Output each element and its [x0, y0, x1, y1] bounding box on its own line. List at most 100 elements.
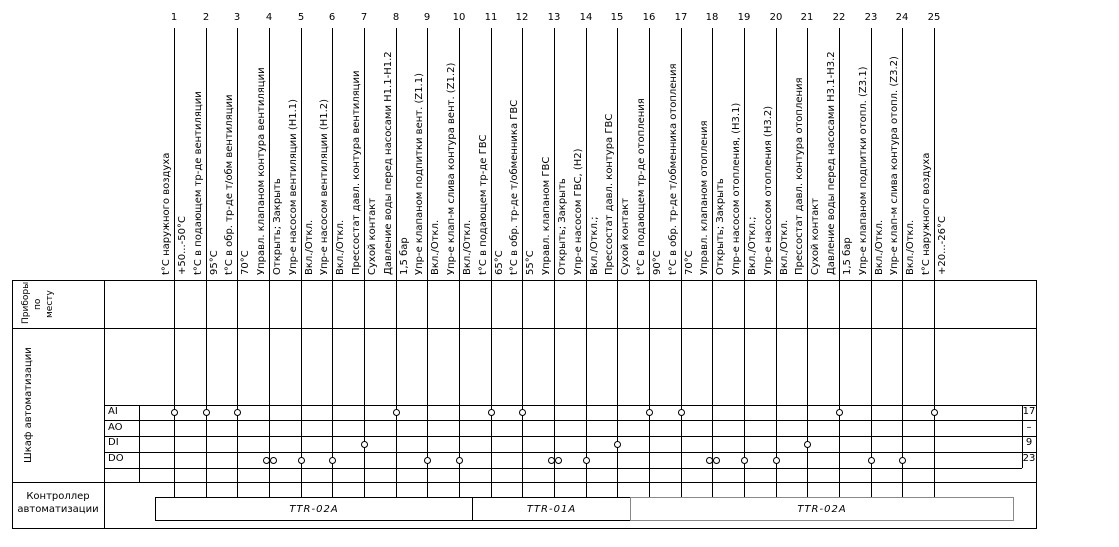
- column-number: 9: [423, 12, 431, 23]
- column-name: Давление воды перед насосами Н1.1-Н1.2: [383, 51, 394, 275]
- signal-dot-do: [583, 457, 590, 464]
- row-line: [104, 420, 1036, 421]
- row-line: [104, 468, 1022, 469]
- column-value: 95°C: [209, 250, 220, 275]
- column-number: 25: [927, 12, 941, 23]
- column-number: 17: [674, 12, 688, 23]
- signal-line: [871, 28, 872, 497]
- column-number: 6: [328, 12, 336, 23]
- column-value: Вкл./Откл.: [304, 219, 315, 275]
- column-number: 22: [832, 12, 846, 23]
- column-value: Вкл./Откл.;: [589, 216, 600, 275]
- signal-dot-do: [548, 457, 555, 464]
- column-name: Управл. клапаном отопления: [699, 120, 710, 275]
- signal-dot-ai: [393, 409, 400, 416]
- signal-line: [491, 28, 492, 497]
- signal-dot-do: [773, 457, 780, 464]
- signal-line: [522, 28, 523, 497]
- signal-dot-ai: [931, 409, 938, 416]
- signal-line: [586, 28, 587, 497]
- signal-do: DO: [108, 453, 124, 464]
- column-name: Упр-е насосом отопления (Н3.2): [763, 105, 774, 275]
- column-name: Упр-е насосом вентиляции (Н1.1): [288, 98, 299, 275]
- column-number: 1: [170, 12, 178, 23]
- signal-dot-ai: [488, 409, 495, 416]
- column-value: Сухой контакт: [810, 197, 821, 275]
- frame-bottom: [12, 528, 1036, 529]
- column-number: 5: [297, 12, 305, 23]
- row-label-field-devices: Приборы по месту: [21, 281, 55, 324]
- signal-line: [681, 28, 682, 497]
- signal-dot-di: [614, 441, 621, 448]
- controller-box: TTR-02A: [630, 497, 1014, 521]
- column-value: 70°C: [684, 250, 695, 275]
- column-name: t°C в подающем тр-де ГВС: [478, 134, 489, 275]
- signal-dot-do: [706, 457, 713, 464]
- signal-dot-ai: [234, 409, 241, 416]
- signal-dot-ai: [836, 409, 843, 416]
- column-value: 70°C: [240, 250, 251, 275]
- column-name: Давление воды перед насосами Н3.1-Н3.2: [826, 51, 837, 275]
- signal-line: [839, 28, 840, 497]
- column-value: +20...-26°C: [937, 216, 948, 275]
- column-name: t°C в обр. тр-де т/обм вентиляции: [224, 94, 235, 276]
- signal-line: [776, 28, 777, 497]
- row-label-controller: Контроллер автоматизации: [17, 491, 99, 515]
- controller-box: TTR-01A: [472, 497, 631, 521]
- column-name: t°C в обр. тр-де т/обменника отопления: [668, 63, 679, 275]
- column-value: 55°C: [525, 250, 536, 275]
- signal-dot-ai: [203, 409, 210, 416]
- column-name: t°C наружного воздуха: [161, 152, 172, 275]
- signal-line: [427, 28, 428, 497]
- frame-top: [12, 280, 1036, 281]
- column-number: 20: [769, 12, 783, 23]
- signal-line: [301, 28, 302, 497]
- column-value: 90°C: [652, 250, 663, 275]
- column-name: t°C в подающем тр-де отопления: [636, 98, 647, 275]
- controller-box: TTR-02A: [155, 497, 473, 521]
- signal-dot-ai: [171, 409, 178, 416]
- signal-ai: AI: [108, 406, 118, 417]
- column-number: 24: [895, 12, 909, 23]
- frame-left: [12, 280, 13, 529]
- signal-dot-do: [899, 457, 906, 464]
- column-number: 19: [737, 12, 751, 23]
- column-value: Вкл./Откл.: [430, 219, 441, 275]
- row-label-cabinet: Шкаф автоматизации: [23, 347, 34, 463]
- signal-line: [744, 28, 745, 497]
- column-number: 18: [705, 12, 719, 23]
- column-value: 65°C: [494, 250, 505, 275]
- signal-line: [269, 28, 270, 497]
- signal-dot-do: [713, 457, 720, 464]
- column-value: Вкл./Откл.: [905, 219, 916, 275]
- signal-ao: AO: [108, 422, 123, 433]
- column-name: Управл. клапаном контура вентиляции: [256, 67, 267, 275]
- column-name: Упр-е клапаном подпитки отопл. (Z3.1): [858, 66, 869, 275]
- column-value: Сухой контакт: [620, 197, 631, 275]
- column-value: Сухой контакт: [367, 197, 378, 275]
- divider-field: [12, 328, 1036, 329]
- signal-line: [649, 28, 650, 497]
- signal-line: [206, 28, 207, 497]
- signal-line: [237, 28, 238, 497]
- column-number: 12: [515, 12, 529, 23]
- signal-line: [332, 28, 333, 497]
- column-number: 15: [610, 12, 624, 23]
- column-name: Прессостат давл. контура ГВС: [604, 113, 615, 275]
- signal-dot-do: [456, 457, 463, 464]
- column-number: 16: [642, 12, 656, 23]
- column-number: 11: [484, 12, 498, 23]
- signal-dot-do: [424, 457, 431, 464]
- signal-line: [364, 28, 365, 497]
- signal-dot-do: [270, 457, 277, 464]
- signal-line: [554, 28, 555, 497]
- column-number: 3: [233, 12, 241, 23]
- signal-dot-ai: [646, 409, 653, 416]
- column-number: 10: [452, 12, 466, 23]
- column-value: Вкл./Откл.: [874, 219, 885, 275]
- column-number: 4: [265, 12, 273, 23]
- signal-label-divider: [139, 405, 140, 482]
- label-column-divider: [104, 280, 105, 529]
- column-number: 21: [800, 12, 814, 23]
